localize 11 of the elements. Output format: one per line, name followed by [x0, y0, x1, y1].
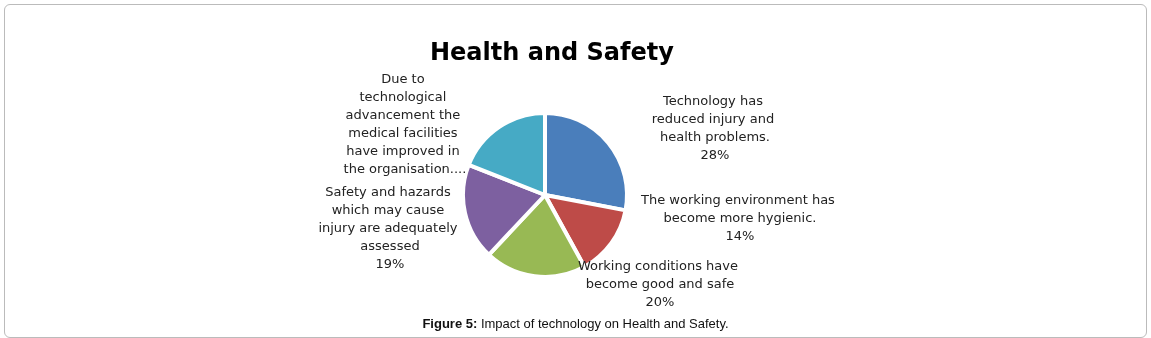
caption: Figure 5: Impact of technology on Health and Safety.: [422, 316, 729, 331]
chart-title: Health and Safety: [430, 38, 675, 66]
slice-label: Due to technological advancement the medical facilities have improved in the organisation....: [343, 70, 467, 176]
slice-label: Working conditions have become good and safe: [577, 257, 743, 291]
data-label: 14%: [725, 227, 755, 243]
data-label: 19%: [375, 255, 405, 271]
data-label: 28%: [700, 146, 730, 162]
data-label: 20%: [645, 293, 675, 309]
slice-label: Safety and hazards which may cause injury are adequately assessed: [318, 183, 462, 253]
slice-label: Technology has reduced injury and health problems.: [651, 92, 779, 144]
slice-label: The working environment has become more hygienic.: [639, 191, 840, 225]
